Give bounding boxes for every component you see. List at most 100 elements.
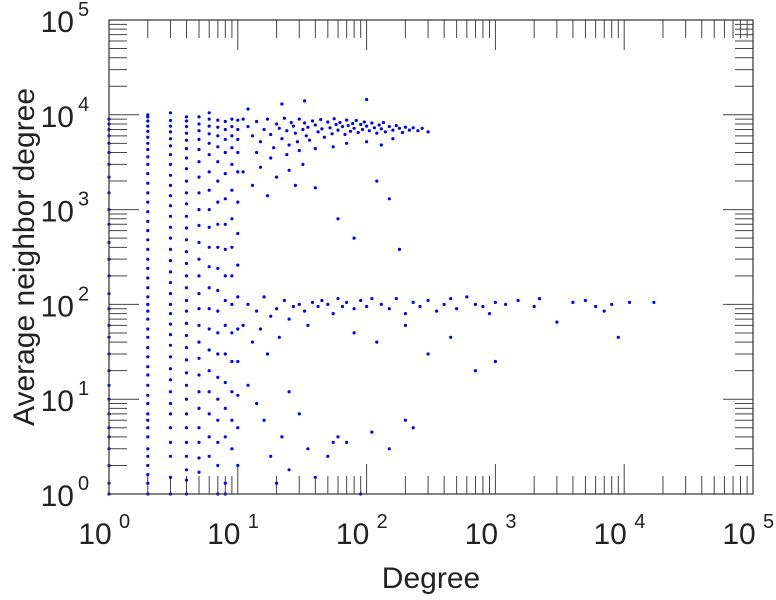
data-point	[269, 454, 273, 458]
data-point	[223, 172, 227, 176]
data-point	[207, 208, 211, 212]
data-point	[184, 131, 189, 135]
data-point	[230, 390, 234, 394]
data-point	[168, 378, 173, 382]
data-point	[331, 145, 335, 149]
data-point	[168, 194, 173, 198]
data-point	[230, 134, 234, 138]
data-point	[146, 435, 150, 439]
data-point	[216, 222, 220, 226]
data-point	[168, 259, 173, 263]
data-point	[207, 111, 211, 115]
data-point	[306, 125, 310, 129]
data-point	[197, 175, 201, 179]
data-point	[146, 309, 150, 313]
data-point	[146, 172, 150, 176]
data-point	[168, 322, 173, 326]
data-point	[345, 440, 349, 444]
data-point	[379, 143, 383, 147]
data-point	[255, 150, 259, 155]
data-point	[236, 463, 240, 468]
data-point	[285, 153, 289, 157]
data-point	[216, 309, 220, 313]
data-point	[236, 393, 240, 397]
data-point	[403, 323, 407, 327]
data-point	[216, 440, 220, 444]
data-point	[297, 148, 301, 153]
data-point	[356, 130, 360, 135]
x-tick-label-exponent: 0	[119, 511, 130, 533]
data-point	[207, 141, 211, 145]
data-point	[168, 281, 173, 285]
data-point	[197, 373, 201, 377]
data-point	[616, 335, 620, 339]
data-point	[236, 359, 240, 364]
data-point	[184, 138, 189, 142]
x-tick-label-exponent: 5	[763, 511, 774, 533]
data-point	[391, 137, 395, 141]
y-axis-title: Average neighbor degree	[8, 88, 41, 426]
data-point	[146, 481, 150, 485]
data-point	[241, 117, 245, 121]
data-point	[411, 126, 415, 130]
data-point	[146, 238, 150, 242]
data-point	[184, 202, 189, 206]
data-point	[331, 312, 335, 316]
data-point	[184, 298, 189, 303]
data-point	[397, 247, 402, 251]
data-point	[455, 307, 459, 311]
data-point	[168, 475, 173, 479]
data-point	[230, 302, 234, 306]
data-point	[146, 119, 150, 123]
data-point	[532, 304, 536, 309]
data-point	[372, 126, 376, 130]
data-point	[223, 323, 227, 327]
data-point	[146, 219, 150, 223]
axis-ticks	[108, 20, 753, 495]
data-point	[345, 300, 349, 304]
data-point	[416, 129, 420, 133]
data-point	[184, 426, 189, 430]
data-point	[362, 120, 366, 124]
data-point	[207, 412, 211, 416]
data-point	[197, 274, 201, 278]
data-point	[403, 125, 407, 129]
data-point	[352, 126, 356, 130]
data-point	[411, 426, 415, 430]
data-point	[320, 127, 324, 131]
y-tick-label-exponent: 3	[78, 189, 89, 211]
data-point	[207, 369, 211, 373]
data-point	[223, 406, 227, 410]
data-point	[516, 298, 520, 303]
data-point	[332, 117, 336, 121]
data-point	[330, 132, 334, 136]
data-point	[287, 143, 291, 147]
data-point	[262, 295, 266, 299]
data-point	[168, 111, 173, 115]
x-tick-label: 10	[722, 518, 755, 551]
data-point	[394, 124, 398, 128]
x-tick-label: 10	[336, 518, 369, 551]
data-point	[230, 117, 234, 121]
data-point	[223, 119, 227, 124]
data-point	[326, 454, 330, 458]
data-point	[403, 312, 407, 316]
data-point	[207, 265, 211, 269]
data-point	[352, 236, 356, 240]
data-point	[291, 304, 295, 309]
data-point	[184, 371, 189, 375]
data-point	[322, 135, 326, 139]
data-point	[303, 309, 307, 313]
data-point	[184, 286, 189, 290]
data-point	[146, 266, 150, 270]
data-point	[269, 132, 273, 137]
data-point	[146, 135, 150, 139]
data-point	[230, 162, 234, 166]
data-point	[146, 191, 150, 195]
data-point	[207, 132, 211, 136]
data-point	[487, 312, 492, 316]
data-point	[265, 117, 270, 121]
data-point	[306, 447, 310, 451]
data-point	[184, 167, 189, 171]
